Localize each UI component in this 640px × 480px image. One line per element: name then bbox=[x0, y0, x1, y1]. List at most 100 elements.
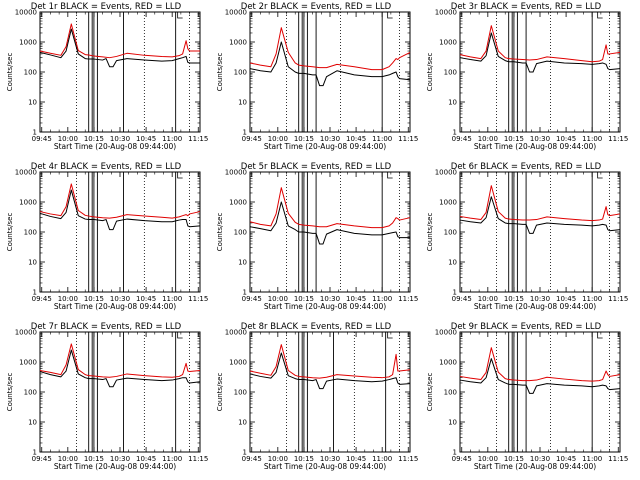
y-tick-label: 10000 bbox=[225, 169, 247, 177]
panel-title: Det 2r BLACK = Events, RED = LLD bbox=[241, 2, 392, 12]
x-tick-label: 10:15 bbox=[294, 455, 314, 463]
x-tick-label: 10:00 bbox=[268, 135, 288, 143]
x-tick-label: 10:30 bbox=[320, 135, 340, 143]
x-tick-label: 10:45 bbox=[346, 455, 366, 463]
panel-1: Det 1r BLACK = Events, RED = LLD 1 10 100 10… bbox=[6, 2, 208, 151]
y-axis-label: Counts/sec bbox=[216, 53, 224, 92]
x-tick-label: 11:15 bbox=[398, 455, 418, 463]
y-tick-label: 100 bbox=[24, 229, 37, 237]
y-axis-label: Counts/sec bbox=[426, 53, 434, 92]
panel-title: Det 3r BLACK = Events, RED = LLD bbox=[451, 2, 602, 12]
bracket-mark bbox=[177, 12, 183, 19]
y-tick-label: 100 bbox=[24, 69, 37, 77]
x-axis-label: Start Time (20-Aug-08 09:44:00) bbox=[474, 302, 596, 311]
y-tick-label: 1 bbox=[453, 449, 457, 457]
y-tick-label: 1 bbox=[453, 289, 457, 297]
x-tick-label: 10:30 bbox=[320, 295, 340, 303]
events-series-line bbox=[459, 358, 621, 394]
y-tick-label: 10000 bbox=[225, 329, 247, 337]
y-tick-label: 10000 bbox=[15, 9, 37, 17]
events-series-line bbox=[459, 196, 621, 234]
y-axis-label: Counts/sec bbox=[216, 213, 224, 252]
x-tick-label: 10:45 bbox=[556, 295, 576, 303]
x-tick-label: 10:15 bbox=[504, 455, 524, 463]
y-tick-label: 10000 bbox=[435, 169, 457, 177]
x-tick-label: 10:00 bbox=[478, 455, 498, 463]
x-tick-label: 09:45 bbox=[32, 135, 52, 143]
panel-2: Det 2r BLACK = Events, RED = LLD 1 10 100 10… bbox=[216, 2, 418, 151]
x-tick-label: 10:00 bbox=[268, 295, 288, 303]
panel-9: Det 9r BLACK = Events, RED = LLD 1 10 100 10… bbox=[426, 322, 628, 471]
x-tick-label: 10:00 bbox=[58, 455, 78, 463]
x-tick-label: 11:00 bbox=[582, 135, 602, 143]
x-tick-label: 11:15 bbox=[188, 135, 208, 143]
x-tick-label: 11:00 bbox=[582, 295, 602, 303]
x-tick-label: 10:15 bbox=[504, 135, 524, 143]
panel-4: Det 4r BLACK = Events, RED = LLD 1 10 100 10… bbox=[6, 162, 208, 311]
x-tick-label: 09:45 bbox=[32, 455, 52, 463]
x-tick-label: 11:00 bbox=[162, 295, 182, 303]
y-axis-label: Counts/sec bbox=[426, 373, 434, 412]
x-tick-label: 10:45 bbox=[346, 295, 366, 303]
plot-frame bbox=[459, 171, 621, 293]
lld-series-line bbox=[39, 23, 200, 59]
y-tick-label: 10000 bbox=[15, 169, 37, 177]
x-tick-label: 10:30 bbox=[530, 135, 550, 143]
x-tick-label: 10:30 bbox=[530, 295, 550, 303]
y-tick-label: 10000 bbox=[15, 329, 37, 337]
x-tick-label: 10:30 bbox=[320, 455, 340, 463]
y-tick-label: 1000 bbox=[439, 199, 457, 207]
y-axis-label: Counts/sec bbox=[6, 373, 14, 412]
x-axis-label: Start Time (20-Aug-08 09:44:00) bbox=[264, 302, 386, 311]
panel-title: Det 7r BLACK = Events, RED = LLD bbox=[31, 322, 182, 332]
y-axis-label: Counts/sec bbox=[426, 213, 434, 252]
x-tick-label: 11:15 bbox=[398, 135, 418, 143]
y-tick-label: 10 bbox=[238, 259, 247, 267]
panel-title: Det 5r BLACK = Events, RED = LLD bbox=[241, 162, 392, 172]
x-axis-label: Start Time (20-Aug-08 09:44:00) bbox=[264, 142, 386, 151]
y-tick-label: 10 bbox=[28, 419, 37, 427]
y-tick-label: 1 bbox=[243, 129, 247, 137]
x-tick-label: 11:15 bbox=[608, 455, 628, 463]
x-tick-label: 11:15 bbox=[608, 135, 628, 143]
x-tick-label: 10:45 bbox=[136, 135, 156, 143]
y-tick-label: 10000 bbox=[435, 329, 457, 337]
y-tick-label: 1000 bbox=[229, 199, 247, 207]
x-tick-label: 09:45 bbox=[242, 295, 262, 303]
x-tick-label: 10:30 bbox=[530, 455, 550, 463]
x-tick-label: 10:15 bbox=[294, 295, 314, 303]
bracket-mark bbox=[597, 12, 603, 19]
x-tick-label: 10:15 bbox=[294, 135, 314, 143]
panel-title: Det 6r BLACK = Events, RED = LLD bbox=[451, 162, 602, 172]
lld-series-line bbox=[249, 27, 411, 71]
panel-title: Det 8r BLACK = Events, RED = LLD bbox=[241, 322, 392, 332]
y-tick-label: 1000 bbox=[229, 39, 247, 47]
y-tick-label: 10 bbox=[28, 99, 37, 107]
y-tick-label: 10 bbox=[238, 99, 247, 107]
plot-frame bbox=[459, 331, 621, 453]
y-tick-label: 1000 bbox=[19, 199, 37, 207]
lld-series-line bbox=[39, 343, 201, 378]
y-tick-label: 100 bbox=[234, 229, 247, 237]
events-series-line bbox=[249, 352, 411, 390]
x-tick-label: 10:00 bbox=[58, 135, 78, 143]
events-series-line bbox=[39, 349, 201, 388]
x-tick-label: 09:45 bbox=[452, 455, 472, 463]
panel-7: Det 7r BLACK = Events, RED = LLD 1 10 100 10… bbox=[6, 322, 208, 471]
x-tick-label: 11:15 bbox=[398, 295, 418, 303]
x-tick-label: 10:15 bbox=[84, 135, 104, 143]
bracket-mark bbox=[387, 172, 393, 179]
x-axis-label: Start Time (20-Aug-08 09:44:00) bbox=[264, 462, 386, 471]
x-tick-label: 10:30 bbox=[110, 455, 130, 463]
bracket-mark bbox=[597, 332, 603, 339]
x-tick-label: 09:45 bbox=[452, 295, 472, 303]
y-tick-label: 1000 bbox=[439, 359, 457, 367]
y-tick-label: 100 bbox=[234, 69, 247, 77]
x-tick-label: 10:15 bbox=[504, 295, 524, 303]
bracket-mark bbox=[387, 12, 393, 19]
x-tick-label: 09:45 bbox=[242, 135, 262, 143]
x-tick-label: 11:00 bbox=[162, 135, 182, 143]
y-tick-label: 1 bbox=[243, 449, 247, 457]
panel-5: Det 5r BLACK = Events, RED = LLD 1 10 100 10… bbox=[216, 162, 418, 311]
